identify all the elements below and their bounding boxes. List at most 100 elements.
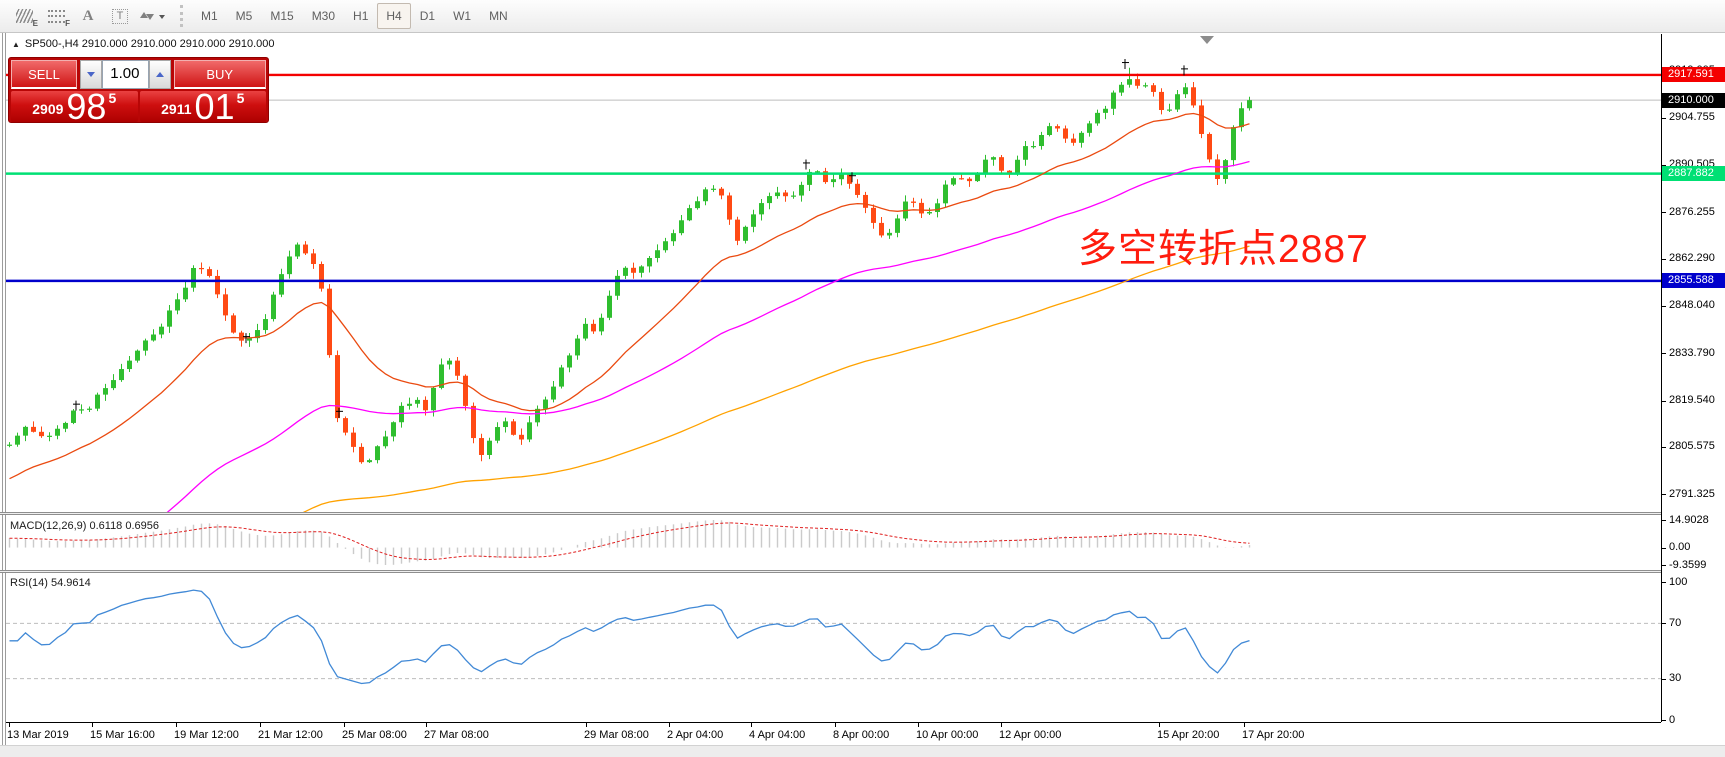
equidistant-channel-icon[interactable]: E: [8, 3, 40, 29]
volume-increase-button[interactable]: [148, 60, 171, 89]
time-axis-tick: [176, 723, 177, 727]
text-icon[interactable]: A: [82, 7, 94, 24]
buy-button[interactable]: BUY: [173, 60, 266, 89]
symbol-ohlc-text: SP500-,H4 2910.000 2910.000 2910.000 291…: [24, 38, 275, 50]
arrow-down-icon: [87, 72, 95, 81]
time-axis-label: 25 Mar 08:00: [342, 729, 407, 741]
window-frame-line: [2, 33, 3, 745]
timeframe-m1-button[interactable]: M1: [192, 3, 227, 29]
panel-separator[interactable]: [0, 570, 1725, 573]
axis-tick: [1662, 623, 1666, 625]
axis-tick: [1662, 520, 1666, 521]
axis-price-label: 0: [1669, 713, 1676, 726]
timeframe-m15-button[interactable]: M15: [261, 3, 302, 29]
time-axis-label: 2 Apr 04:00: [667, 729, 724, 741]
axis-price-badge: 2855.588: [1662, 273, 1725, 289]
timeframe-w1-button[interactable]: W1: [444, 3, 480, 29]
fibonacci-icon[interactable]: F: [40, 3, 72, 29]
axis-tick: [1662, 164, 1666, 166]
time-axis-label: 15 Apr 20:00: [1157, 729, 1220, 741]
time-axis-label: 4 Apr 04:00: [749, 729, 806, 741]
axis-tick: [1662, 305, 1666, 307]
timeframe-d1-button[interactable]: D1: [411, 3, 444, 29]
axis-tick: [1662, 353, 1666, 355]
axis-price-label: 2791.325: [1669, 487, 1715, 500]
timeframe-h1-button[interactable]: H1: [344, 3, 377, 29]
axis-price-label: 70: [1669, 616, 1682, 629]
time-axis[interactable]: 13 Mar 2019 15 Mar 16:00 19 Mar 12:00 21 Ma…: [6, 722, 1661, 745]
text-label-icon[interactable]: T: [104, 3, 136, 29]
axis-price-label: 2848.040: [1669, 299, 1715, 312]
time-axis-tick: [9, 723, 10, 727]
sell-price-big: 98: [66, 86, 107, 127]
volume-input[interactable]: 1.00: [102, 60, 149, 89]
symbol-marker-icon: ▲: [12, 39, 20, 49]
main-price-chart[interactable]: [6, 34, 1661, 512]
axis-tick: [1662, 258, 1666, 260]
price-axis[interactable]: 2919.0052904.7552890.5052876.2552862.290…: [1661, 34, 1725, 726]
axis-tick: [1662, 582, 1666, 583]
axis-price-badge: 2887.882: [1662, 166, 1725, 182]
axis-tick: [1662, 400, 1666, 402]
sell-price-box[interactable]: 2909 98 5: [11, 86, 138, 127]
buy-price-big: 01: [194, 86, 235, 127]
sell-price-prefix: 2909: [32, 101, 64, 117]
axis-tick: [1662, 117, 1666, 119]
axis-price-label: 2819.540: [1669, 394, 1715, 407]
time-axis-label: 8 Apr 00:00: [833, 729, 890, 741]
time-axis-tick: [426, 723, 427, 727]
macd-label: MACD(12,26,9) 0.6118 0.6956: [10, 520, 159, 532]
axis-price-label: -9.3599: [1669, 558, 1707, 571]
axis-tick: [1662, 720, 1666, 721]
time-axis-label: 15 Mar 16:00: [90, 729, 155, 741]
time-axis-tick: [586, 723, 587, 727]
chart-window: ▲ SP500-,H4 2910.000 2910.000 2910.000 2…: [0, 33, 1725, 757]
time-axis-label: 19 Mar 12:00: [174, 729, 239, 741]
time-axis-label: 17 Apr 20:00: [1242, 729, 1305, 741]
axis-price-label: 2805.575: [1669, 440, 1715, 453]
time-axis-tick: [92, 723, 93, 727]
timeframe-m5-button[interactable]: M5: [227, 3, 262, 29]
volume-stepper: 1.00: [80, 60, 171, 89]
time-axis-label: 21 Mar 12:00: [258, 729, 323, 741]
axis-price-label: 2862.290: [1669, 252, 1715, 265]
sell-button[interactable]: SELL: [11, 60, 77, 89]
time-axis-tick: [344, 723, 345, 727]
macd-indicator-panel[interactable]: [6, 515, 1661, 570]
timeframe-m30-button[interactable]: M30: [303, 3, 344, 29]
arrow-up-icon: [155, 68, 164, 77]
one-click-trade-panel: SELL 1.00 BUY 2909 98 5 2911 01 5: [8, 57, 269, 127]
axis-price-label: 2833.790: [1669, 346, 1715, 359]
volume-decrease-button[interactable]: [80, 60, 102, 89]
time-axis-tick: [918, 723, 919, 727]
time-axis-tick: [835, 723, 836, 727]
bottom-strip: [0, 745, 1725, 757]
panel-separator[interactable]: [0, 512, 1725, 515]
window-frame-line: [5, 33, 6, 745]
buy-price-prefix: 2911: [161, 101, 192, 117]
time-axis-tick: [669, 723, 670, 727]
axis-price-label: 2904.755: [1669, 111, 1715, 124]
time-axis-tick: [1244, 723, 1245, 727]
timeframe-mn-button[interactable]: MN: [480, 3, 517, 29]
time-axis-label: 10 Apr 00:00: [916, 729, 979, 741]
rsi-label: RSI(14) 54.9614: [10, 577, 91, 589]
axis-tick: [1662, 446, 1666, 448]
timeframe-h4-button[interactable]: H4: [377, 3, 411, 29]
buy-price-box[interactable]: 2911 01 5: [139, 86, 266, 127]
time-axis-tick: [260, 723, 261, 727]
chart-header: ▲ SP500-,H4 2910.000 2910.000 2910.000 2…: [12, 38, 274, 50]
axis-price-label: 0.00: [1669, 541, 1691, 554]
toolbar-separator: [180, 5, 183, 27]
time-axis-tick: [751, 723, 752, 727]
axis-price-badge: 2910.000: [1662, 92, 1725, 108]
rsi-indicator-panel[interactable]: [6, 573, 1661, 722]
time-axis-tick: [1001, 723, 1002, 727]
arrow-objects-icon[interactable]: [136, 3, 168, 29]
axis-price-label: 2876.255: [1669, 205, 1715, 218]
axis-tick: [1662, 565, 1666, 566]
time-axis-label: 12 Apr 00:00: [999, 729, 1062, 741]
axis-price-badge: 2917.591: [1662, 67, 1725, 83]
